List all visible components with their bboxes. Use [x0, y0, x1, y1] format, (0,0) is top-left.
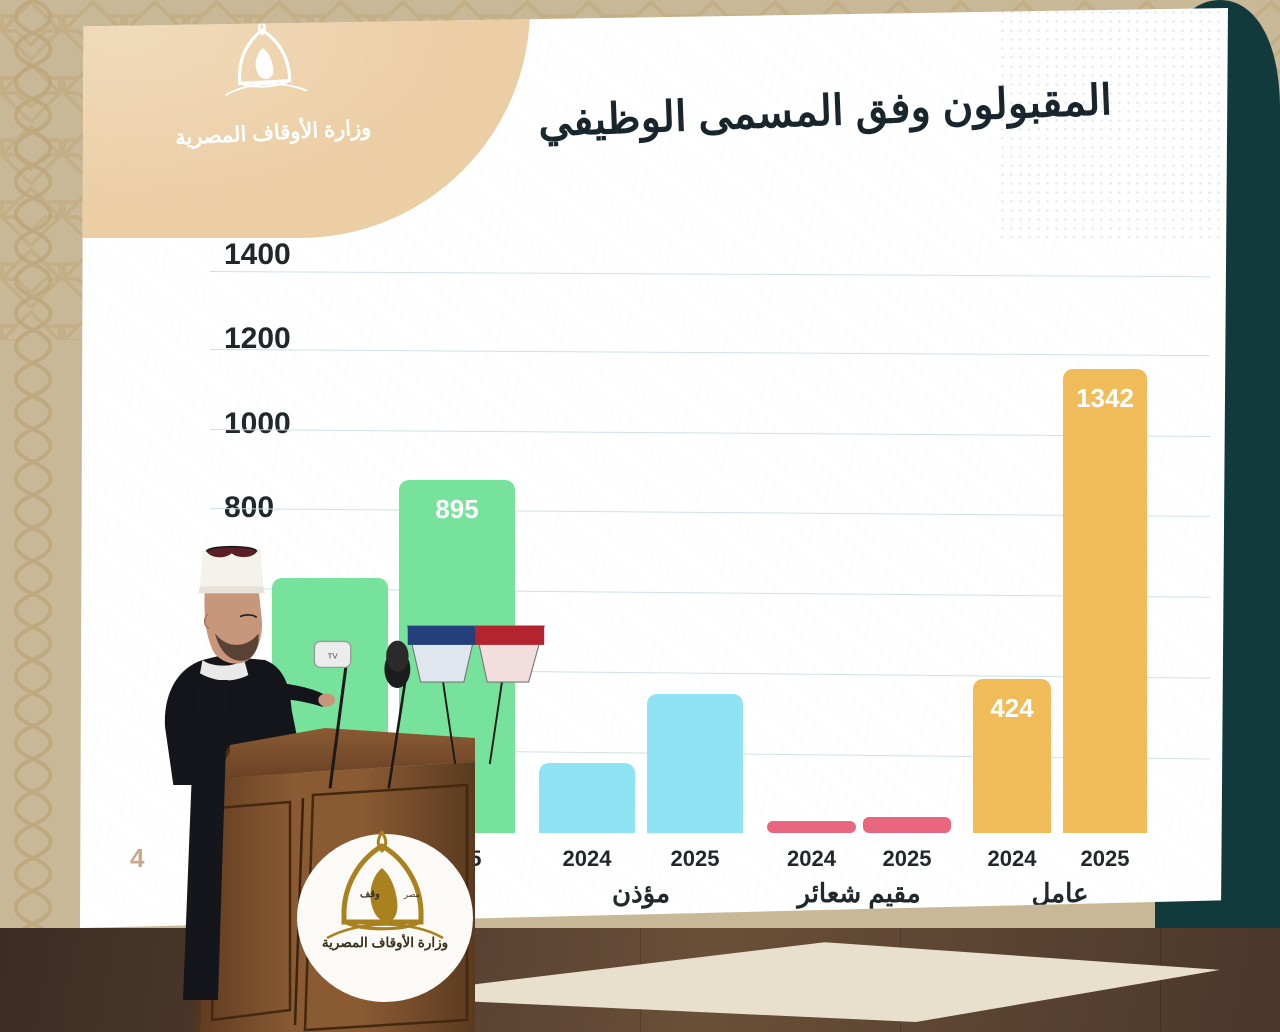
svg-text:وزارة الأوقاف المصرية: وزارة الأوقاف المصرية	[322, 933, 448, 951]
svg-text:TV: TV	[328, 652, 339, 661]
svg-text:وقف: وقف	[360, 889, 380, 900]
svg-text:مصر: مصر	[403, 890, 420, 899]
